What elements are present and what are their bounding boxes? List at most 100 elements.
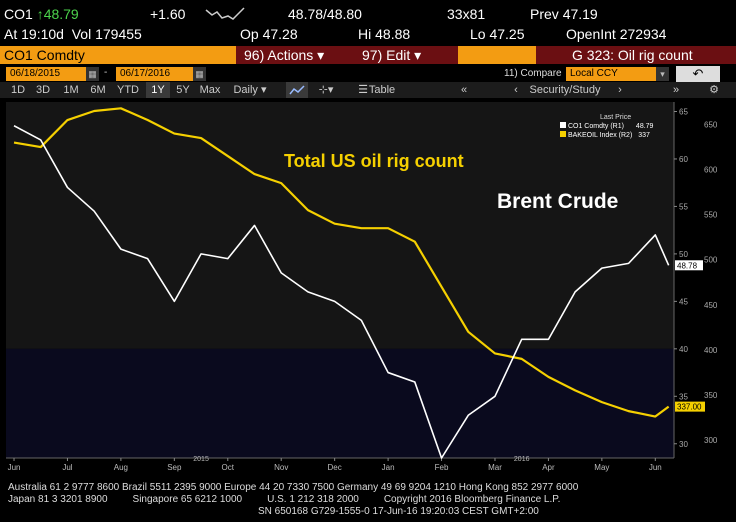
range-5y[interactable]: 5Y bbox=[176, 84, 190, 96]
brent-price-line bbox=[13, 125, 670, 459]
page-title: G 323: Oil rig count bbox=[536, 46, 736, 64]
last-rig-flag-label: 337.00 bbox=[677, 403, 702, 412]
toolbar bbox=[0, 82, 736, 98]
r2-tick-label: 450 bbox=[704, 301, 718, 310]
r1-tick-label: 50 bbox=[679, 250, 688, 259]
x-tick-label: Oct bbox=[222, 463, 235, 472]
r1-tick-label: 65 bbox=[679, 107, 688, 116]
range-ytd[interactable]: YTD bbox=[117, 84, 139, 96]
year-label: 2016 bbox=[514, 456, 530, 463]
r1-tick-label: 40 bbox=[679, 345, 688, 354]
openint-label: OpenInt bbox=[566, 26, 616, 42]
x-tick-label: Sep bbox=[167, 463, 182, 472]
ticker: CO1 bbox=[4, 6, 33, 22]
legend-entry-price: CO1 Comdty (R1) 48.79 bbox=[560, 122, 653, 131]
x-tick-label: Feb bbox=[435, 463, 449, 472]
bid-ask: 48.78/48.80 bbox=[288, 6, 362, 22]
compare-select[interactable]: Local CCY bbox=[566, 67, 656, 81]
rig-count-annotation: Total US oil rig count bbox=[284, 151, 464, 171]
table-button[interactable]: Table bbox=[368, 84, 396, 96]
range-3d[interactable]: 3D bbox=[35, 84, 51, 96]
x-tick-label: Apr bbox=[542, 463, 555, 472]
edit-menu[interactable]: 97) Edit ▾ bbox=[336, 46, 458, 64]
footer-line-3: SN 650168 G729-1555-0 17-Jun-16 19:20:03… bbox=[258, 506, 539, 517]
crosshair-icon[interactable]: ⊹▾ bbox=[318, 84, 334, 96]
r2-tick-label: 650 bbox=[704, 121, 718, 130]
r1-tick-label: 35 bbox=[679, 392, 688, 401]
start-date-field[interactable]: 06/18/2015 bbox=[6, 67, 86, 81]
r2-tick-label: 400 bbox=[704, 346, 718, 355]
calendar-icon[interactable]: ▦ bbox=[86, 67, 99, 81]
r2-tick-label: 300 bbox=[704, 436, 718, 445]
up-arrow-icon: ↑ bbox=[36, 6, 44, 22]
r1-tick-label: 60 bbox=[679, 155, 688, 164]
quote-time: 19:10d bbox=[21, 26, 64, 42]
net-change: +1.60 bbox=[150, 6, 186, 22]
rig-count-line bbox=[13, 107, 670, 418]
x-tick-label: May bbox=[594, 463, 609, 472]
volume: 179455 bbox=[95, 26, 142, 42]
open-label: Op bbox=[240, 26, 259, 42]
r1-tick-label: 45 bbox=[679, 297, 688, 306]
brent-annotation: Brent Crude bbox=[497, 190, 619, 213]
price-chart[interactable]: 30 35 40 45 50 55 60 65 300 350 400 450 500 550 600 650… bbox=[0, 98, 736, 474]
high-price: 48.88 bbox=[375, 26, 411, 42]
x-tick-label: Aug bbox=[114, 463, 128, 472]
range-6m[interactable]: 6M bbox=[90, 84, 106, 96]
r1-tick-label: 30 bbox=[679, 440, 688, 449]
legend-entry-rig: BAKEOIL Index (R2) 337 bbox=[560, 131, 653, 140]
prev-label: Prev bbox=[530, 6, 559, 22]
x-tick-label: Mar bbox=[488, 463, 502, 472]
back-button[interactable]: ↶ bbox=[676, 66, 720, 82]
last-price-flag bbox=[675, 260, 703, 271]
security-field[interactable]: CO1 Comdty bbox=[4, 47, 85, 63]
open-price: 47.28 bbox=[262, 26, 298, 42]
chevron-down-icon[interactable]: ▾ bbox=[656, 67, 669, 81]
range-1y[interactable]: 1Y bbox=[146, 82, 170, 98]
line-chart-icon[interactable] bbox=[286, 82, 308, 98]
legend-title: Last Price bbox=[600, 114, 632, 121]
last-price: 48.79 bbox=[43, 6, 79, 22]
prev-close: 47.19 bbox=[562, 6, 598, 22]
table-icon[interactable]: ☰ bbox=[358, 84, 368, 96]
r1-tick-label: 55 bbox=[679, 202, 688, 211]
chevron-right-icon[interactable]: › bbox=[618, 84, 622, 96]
open-interest: 272934 bbox=[619, 26, 667, 42]
x-tick-label: Jul bbox=[62, 463, 72, 472]
date-separator: - bbox=[104, 67, 108, 78]
bid-ask-size: 33x81 bbox=[447, 6, 486, 22]
settings-icon[interactable]: ⚙ bbox=[709, 84, 719, 96]
x-tick-label: Jun bbox=[8, 463, 21, 472]
compare-label: 11) Compare bbox=[504, 68, 562, 79]
range-1m[interactable]: 1M bbox=[63, 84, 79, 96]
x-tick-label: Jun bbox=[649, 463, 662, 472]
chevron-left-icon[interactable]: ‹ bbox=[514, 84, 518, 96]
at-label: At bbox=[4, 26, 18, 42]
year-label: 2015 bbox=[193, 456, 209, 463]
actions-menu[interactable]: 96) Actions ▾ bbox=[236, 46, 340, 64]
chevron-left-icon[interactable]: « bbox=[460, 84, 468, 96]
low-price: 47.25 bbox=[489, 26, 525, 42]
legend: Last Price CO1 Comdty (R1) 48.79 BAKEOIL… bbox=[560, 113, 653, 140]
volume-label: Vol bbox=[71, 26, 92, 42]
x-tick-label: Nov bbox=[274, 463, 288, 472]
r2-tick-label: 350 bbox=[704, 391, 718, 400]
range-max[interactable]: Max bbox=[199, 84, 221, 96]
low-label: Lo bbox=[470, 26, 486, 42]
calendar-icon[interactable]: ▦ bbox=[193, 67, 206, 81]
lower-band bbox=[6, 348, 674, 458]
last-rig-flag bbox=[675, 401, 705, 412]
r2-tick-label: 600 bbox=[704, 166, 718, 175]
end-date-field[interactable]: 06/17/2016 bbox=[116, 67, 194, 81]
r2-tick-label: 550 bbox=[704, 211, 718, 220]
range-1d[interactable]: 1D bbox=[10, 84, 26, 96]
footer-line-2: Japan 81 3 3201 8900 Singapore 65 6212 1… bbox=[8, 494, 561, 505]
frequency-select[interactable]: Daily ▾ bbox=[233, 84, 267, 96]
high-label: Hi bbox=[358, 26, 372, 42]
chevron-right-icon[interactable]: » bbox=[672, 84, 680, 96]
x-tick-label: Dec bbox=[328, 463, 342, 472]
security-study-button[interactable]: Security/Study bbox=[529, 84, 601, 96]
last-price-flag-label: 48.78 bbox=[677, 261, 698, 270]
x-tick-label: Jan bbox=[382, 463, 395, 472]
footer-line-1: Australia 61 2 9777 8600 Brazil 5511 239… bbox=[8, 482, 579, 493]
